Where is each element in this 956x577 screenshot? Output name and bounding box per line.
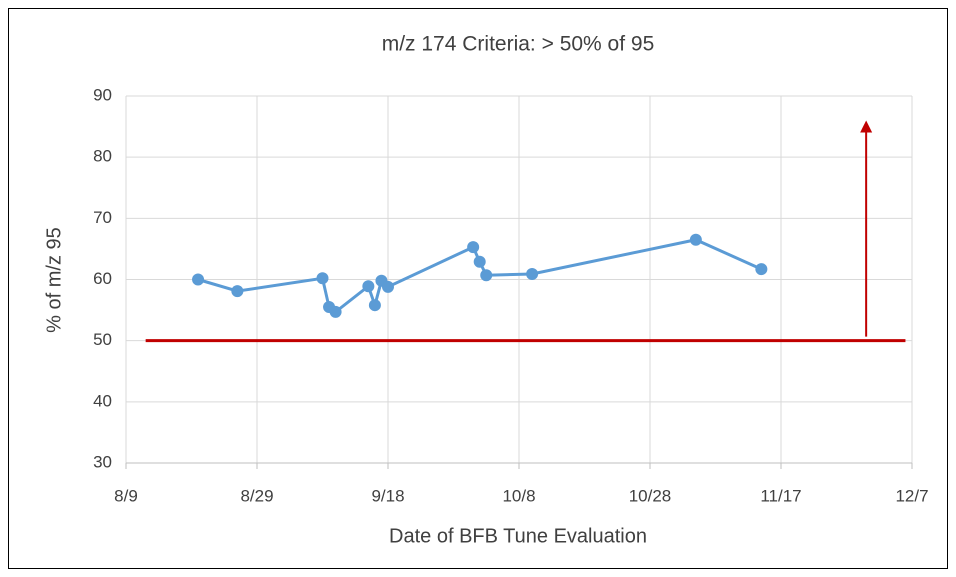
x-tick-label: 8/9 <box>114 486 138 505</box>
y-tick-label: 70 <box>93 208 112 227</box>
x-axis-label: Date of BFB Tune Evaluation <box>389 525 647 547</box>
data-point <box>526 267 539 280</box>
x-tick-label: 9/18 <box>371 486 404 505</box>
data-point <box>467 241 480 254</box>
y-tick-label: 30 <box>93 452 112 471</box>
data-point <box>316 272 329 285</box>
data-point <box>368 299 381 312</box>
y-tick-label: 40 <box>93 391 112 410</box>
x-tick-label: 10/28 <box>629 486 672 505</box>
y-tick-label: 60 <box>93 269 112 288</box>
data-point <box>480 269 493 282</box>
data-point <box>329 305 342 318</box>
data-point <box>755 263 768 276</box>
y-tick-label: 50 <box>93 330 112 349</box>
data-point <box>473 255 486 268</box>
y-tick-label: 80 <box>93 147 112 166</box>
data-point <box>689 233 702 246</box>
x-tick-label: 12/7 <box>895 486 928 505</box>
data-point <box>362 280 375 293</box>
data-point <box>382 280 394 293</box>
x-tick-label: 11/17 <box>760 486 801 505</box>
chart-border <box>8 8 948 569</box>
y-axis-label: % of m/z 95 <box>43 227 65 333</box>
x-tick-label: 10/8 <box>502 486 535 505</box>
y-tick-label: 90 <box>93 85 112 104</box>
data-point <box>192 273 205 286</box>
data-point <box>231 285 244 298</box>
x-tick-label: 8/29 <box>240 486 273 505</box>
arrow-head <box>860 120 873 133</box>
chart-title: m/z 174 Criteria: > 50% of 95 <box>382 33 655 56</box>
